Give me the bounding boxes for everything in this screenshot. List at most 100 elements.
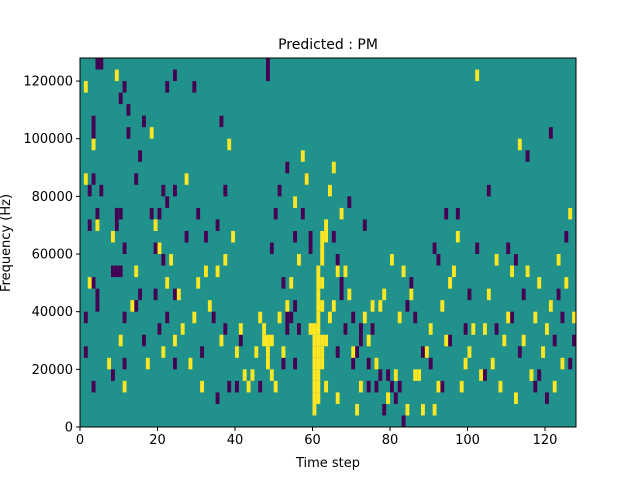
heatmap-cell-positive: [219, 334, 224, 347]
heatmap-cell-positive: [312, 346, 317, 358]
heatmap-cell-negative: [556, 288, 561, 301]
heatmap-cell-negative: [173, 69, 177, 82]
heatmap-cell-positive: [153, 219, 158, 231]
heatmap-cell-positive: [273, 380, 278, 393]
heatmap-cell-positive: [486, 288, 491, 301]
heatmap-cell-negative: [165, 81, 170, 93]
heatmap-cell-positive: [475, 69, 480, 82]
heatmap-cell-positive: [196, 277, 201, 289]
heatmap-cell-negative: [455, 207, 460, 220]
heatmap-cell-negative: [475, 242, 480, 255]
heatmap-cell-negative: [204, 230, 208, 243]
heatmap-cell-positive: [409, 288, 414, 301]
heatmap-cell-positive: [448, 277, 453, 289]
plot-frame: [79, 57, 577, 428]
heatmap-cell-positive: [316, 392, 321, 404]
heatmap-cell-positive: [413, 369, 418, 381]
heatmap-cell-positive: [149, 127, 154, 139]
heatmap-cell-negative: [269, 242, 274, 255]
heatmap-cell-negative: [157, 207, 162, 220]
heatmap-cell-positive: [343, 265, 348, 278]
heatmap-cell-negative: [126, 127, 131, 139]
heatmap-cell-negative: [308, 230, 313, 243]
heatmap-cell-positive: [289, 277, 294, 289]
heatmap-cell-positive: [421, 403, 425, 416]
heatmap-cell-positive: [304, 173, 309, 185]
heatmap-cell-positive: [235, 346, 239, 358]
heatmap-cell-positive: [417, 369, 422, 381]
heatmap-cell-negative: [560, 311, 565, 324]
heatmap-cell-negative: [134, 300, 139, 312]
heatmap-cell-negative: [114, 207, 119, 220]
heatmap-cell-negative: [343, 323, 348, 335]
heatmap-cell-positive: [494, 254, 499, 266]
heatmap-cell-positive: [184, 173, 189, 185]
heatmap-cell-negative: [91, 127, 96, 139]
heatmap-cell-positive: [556, 254, 561, 266]
heatmap-cell-negative: [200, 346, 205, 358]
heatmap-cell-negative: [215, 219, 220, 231]
y-axis: 0 20000 40000 60000 80000 100000 120000: [23, 75, 80, 436]
heatmap-cell-negative: [409, 277, 414, 289]
heatmap-cell-negative: [118, 207, 123, 220]
heatmap-cell-positive: [300, 150, 305, 162]
heatmap-cell-negative: [347, 196, 352, 208]
heatmap-cell-positive: [316, 357, 321, 370]
y-tick-label: 80000: [32, 190, 73, 205]
heatmap-cell-positive: [359, 380, 363, 393]
heatmap-cell-positive: [316, 323, 321, 335]
y-tick-label: 120000: [23, 75, 73, 90]
heatmap-cell-negative: [114, 219, 119, 231]
heatmap-cell-positive: [366, 334, 371, 347]
heatmap-cell-positive: [320, 300, 325, 312]
heatmap-cell-negative: [99, 58, 104, 70]
heatmap-cell-positive: [444, 334, 449, 347]
heatmap-cell-negative: [114, 265, 119, 278]
heatmap-cell-negative: [118, 92, 123, 105]
heatmap-cell-negative: [506, 242, 511, 255]
heatmap-cell-positive: [173, 334, 177, 347]
heatmap-cell-positive: [316, 265, 321, 278]
heatmap-cell-negative: [552, 334, 557, 347]
y-tick-label: 40000: [32, 305, 73, 320]
heatmap-cell-positive: [207, 300, 212, 312]
heatmap-cell-negative: [149, 207, 154, 220]
heatmap-cell-negative: [393, 392, 398, 404]
heatmap-cell-positive: [467, 346, 472, 358]
heatmap-cell-negative: [421, 346, 425, 358]
heatmap-cell-positive: [382, 288, 387, 301]
heatmap-cell-negative: [184, 230, 189, 243]
heatmap-cell-negative: [548, 127, 553, 139]
heatmap-cell-positive: [87, 277, 92, 289]
heatmap-cell-negative: [266, 58, 270, 70]
heatmap-cell-positive: [266, 346, 270, 358]
heatmap-cell-negative: [142, 334, 146, 347]
heatmap-cell-negative: [366, 357, 371, 370]
heatmap-cell-negative: [142, 115, 146, 128]
heatmap-cell-positive: [459, 380, 464, 393]
heatmap-cell-positive: [498, 380, 503, 393]
heatmap-cell-negative: [289, 311, 294, 324]
heatmap-cell-positive: [324, 219, 329, 231]
heatmap-cell-negative: [494, 323, 499, 335]
heatmap-cell-positive: [231, 230, 236, 243]
x-tick-label: 100: [455, 433, 480, 448]
heatmap-cell-negative: [285, 161, 290, 174]
heatmap-cell-negative: [436, 254, 441, 266]
heatmap-cell-negative: [335, 254, 340, 266]
y-tick-label: 0: [65, 421, 73, 436]
heatmap-cell-positive: [514, 392, 518, 404]
heatmap-cell-negative: [196, 207, 201, 220]
heatmap-cell-negative: [370, 323, 375, 335]
y-tick-label: 100000: [23, 132, 73, 147]
heatmap-cell-positive: [452, 265, 456, 278]
heatmap-cell-positive: [242, 369, 247, 381]
heatmap-cell-positive: [347, 288, 352, 301]
heatmap-cell-negative: [161, 184, 166, 197]
y-tick-label: 60000: [32, 248, 73, 263]
heatmap-cell-negative: [514, 254, 518, 266]
heatmap-cell-positive: [502, 334, 507, 347]
heatmap-cell-negative: [95, 58, 100, 70]
heatmap-cell-positive: [393, 369, 398, 381]
heatmap-cell-negative: [359, 323, 363, 335]
